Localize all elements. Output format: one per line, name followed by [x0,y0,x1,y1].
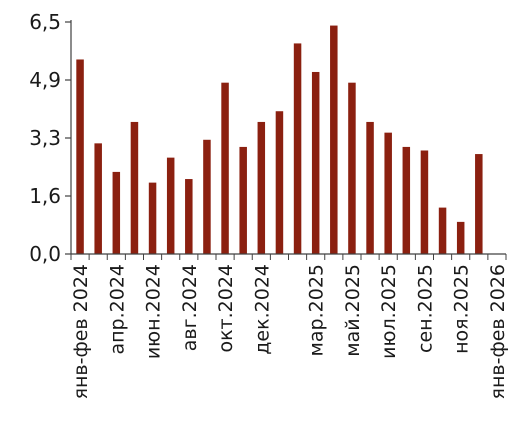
bar-июн.2025 [366,121,374,254]
bar-сен.2025 [420,150,429,254]
bars [76,25,483,255]
x-tick-label: май.2025 [342,264,364,357]
bar-авг.2024 [185,179,193,254]
bar-апр.2025 [330,25,338,254]
bar-май.2024 [130,121,139,254]
bar-фев.2025 [293,43,302,254]
bar-июн.2024 [148,182,157,254]
x-tick-label: ноя.2025 [451,264,473,354]
tick-labels: 0,0 1,6 3,3 4,9 6,5 янв-фев 2024 апр.2024 июн.2… [29,10,509,399]
bar-окт.2025 [438,207,447,254]
x-tick-label: янв-фев 2026 [487,264,509,399]
bar-июл.2024 [166,157,175,254]
x-tick-label: авг.2024 [179,264,201,351]
x-tick-label: мар.2025 [306,264,328,356]
bar-янв-фев 2024 [76,59,84,255]
x-tick-label: июл.2025 [378,264,400,359]
x-tick-label: июн.2024 [143,264,165,359]
bar-сен.2024 [203,139,211,254]
y-tick-label: 3,3 [29,126,61,150]
y-tick-label: 0,0 [29,242,61,266]
bar-авг.2025 [402,146,411,254]
bar-май.2025 [348,82,356,255]
bar-мар.2024 [94,143,102,254]
bar-апр.2024 [112,171,121,254]
bar-ноя.2024 [239,146,247,254]
bar-окт.2024 [221,82,229,255]
bar-янв.2025 [275,111,284,254]
x-tick-label: сен.2025 [414,264,436,353]
x-tick-label: апр.2024 [106,264,128,355]
bar-дек.2025 [475,154,483,254]
bar-мар.2025 [311,71,320,254]
bar-июл.2025 [384,132,392,254]
x-tick-label: дек.2024 [251,264,273,355]
y-tick-label: 6,5 [29,10,61,34]
x-tick-label: янв-фев 2024 [70,264,92,399]
y-tick-label: 1,6 [29,184,61,208]
bar-ноя.2025 [456,221,465,254]
axes [65,20,507,260]
y-tick-label: 4,9 [29,68,61,92]
x-tick-label: окт.2024 [215,264,237,353]
bar-дек.2024 [257,121,266,254]
